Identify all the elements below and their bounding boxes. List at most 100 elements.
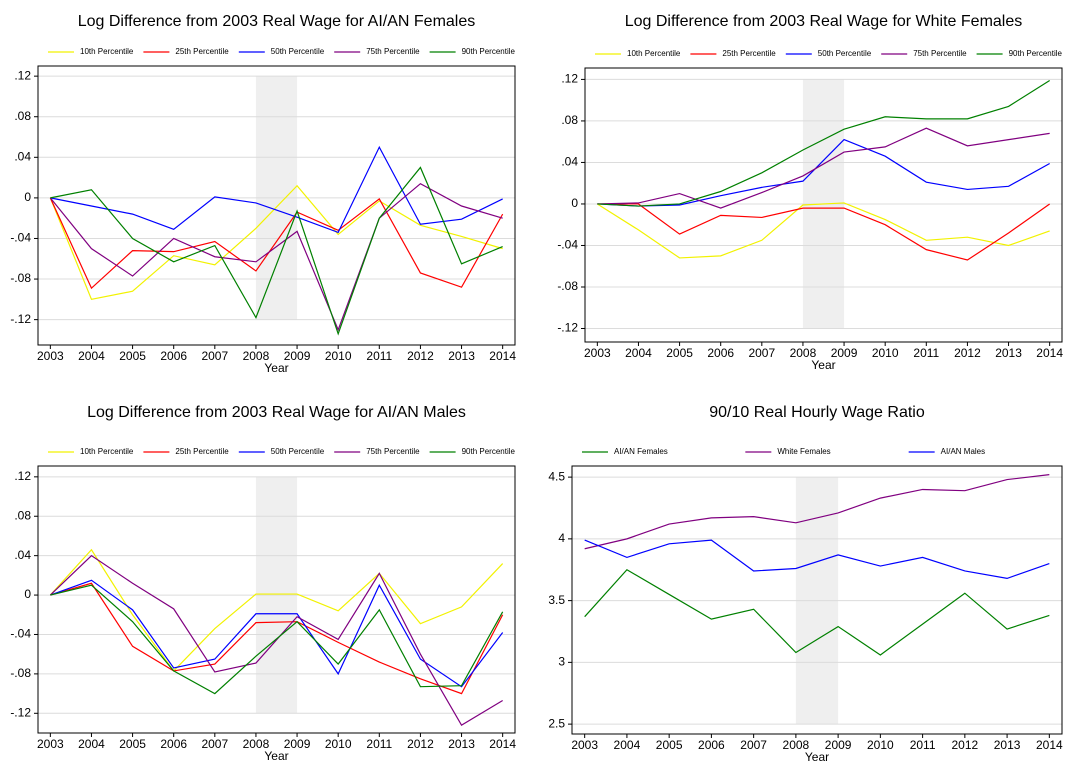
y-tick-label: 4 — [558, 531, 565, 545]
x-tick-label: 2012 — [407, 349, 434, 363]
x-tick-label: 2007 — [748, 346, 775, 360]
x-tick-label: 2009 — [284, 349, 311, 363]
x-tick-label: 2008 — [243, 349, 270, 363]
y-tick-label: -.08 — [557, 279, 578, 293]
chart-title: Log Difference from 2003 Real Wage for A… — [87, 404, 466, 421]
legend-label: 90th Percentile — [1009, 49, 1063, 58]
series-line — [584, 474, 1050, 550]
series-line — [584, 539, 1050, 580]
x-tick-label: 2009 — [284, 737, 311, 751]
y-tick-label: .12 — [14, 68, 31, 82]
x-tick-label: 2008 — [790, 346, 817, 360]
x-tick-label: 2003 — [584, 346, 611, 360]
x-tick-label: 2003 — [37, 737, 64, 751]
legend-label: 75th Percentile — [366, 47, 420, 56]
x-tick-label: 2005 — [119, 737, 146, 751]
y-tick-label: .08 — [561, 113, 578, 127]
x-tick-label: 2006 — [707, 346, 734, 360]
y-tick-label: -.04 — [10, 627, 31, 641]
plot-frame — [584, 67, 1063, 343]
x-tick-label: 2013 — [448, 349, 475, 363]
x-tick-label: 2008 — [783, 738, 810, 752]
series-line — [49, 554, 503, 726]
legend-label: 25th Percentile — [175, 447, 229, 456]
x-tick-label: 2014 — [1036, 738, 1063, 752]
legend-label: 50th Percentile — [271, 47, 325, 56]
x-tick-label: 2010 — [872, 346, 899, 360]
x-axis-label: Year — [811, 358, 835, 372]
legend-label: 10th Percentile — [80, 47, 134, 56]
series-line — [50, 582, 504, 695]
y-tick-label: 0 — [24, 587, 31, 601]
y-tick-label: -.04 — [10, 231, 31, 245]
x-tick-label: 2007 — [201, 349, 228, 363]
x-tick-label: 2013 — [995, 346, 1022, 360]
x-tick-label: 2007 — [201, 737, 228, 751]
chart-title: Log Difference from 2003 Real Wage for A… — [78, 13, 476, 30]
legend-label: 10th Percentile — [627, 49, 681, 58]
y-tick-label: -.12 — [557, 321, 578, 335]
x-tick-label: 2005 — [666, 346, 693, 360]
legend-label: 90th Percentile — [462, 447, 516, 456]
x-tick-label: 2012 — [951, 738, 978, 752]
legend-label: AI/AN Females — [614, 447, 668, 456]
y-tick-label: .12 — [561, 72, 578, 86]
x-tick-label: 2009 — [825, 738, 852, 752]
x-tick-label: 2011 — [366, 737, 392, 751]
legend-label: 50th Percentile — [271, 447, 325, 456]
legend-label: 90th Percentile — [462, 47, 516, 56]
x-tick-label: 2013 — [448, 737, 475, 751]
y-tick-label: .12 — [14, 469, 31, 483]
plot-frame — [571, 465, 1063, 735]
x-tick-label: 2004 — [614, 738, 641, 752]
y-tick-label: 0 — [571, 196, 578, 210]
y-tick-label: .04 — [14, 548, 31, 562]
y-tick-label: -.12 — [10, 705, 31, 719]
series-line — [50, 584, 504, 695]
x-tick-label: 2010 — [867, 738, 894, 752]
y-tick-label: -.08 — [10, 666, 31, 680]
x-tick-label: 2014 — [489, 737, 516, 751]
legend-label: 10th Percentile — [80, 447, 134, 456]
x-tick-label: 2006 — [160, 349, 187, 363]
x-axis-label: Year — [805, 750, 829, 764]
plot-frame — [37, 65, 516, 346]
y-tick-label: -.12 — [10, 312, 31, 326]
x-tick-label: 2008 — [243, 737, 270, 751]
y-tick-label: 3 — [558, 655, 565, 669]
plot-frame — [37, 465, 516, 734]
series-line — [597, 203, 1051, 261]
series-line — [584, 568, 1050, 656]
x-tick-label: 2005 — [656, 738, 683, 752]
x-tick-label: 2006 — [698, 738, 725, 752]
x-axis-label: Year — [264, 749, 288, 763]
x-tick-label: 2011 — [913, 346, 939, 360]
y-tick-label: .04 — [561, 155, 578, 169]
x-tick-label: 2014 — [1036, 346, 1063, 360]
x-tick-label: 2012 — [407, 737, 434, 751]
y-tick-label: .08 — [14, 109, 31, 123]
x-tick-label: 2005 — [119, 349, 146, 363]
series-line — [50, 166, 503, 336]
y-tick-label: 2.5 — [548, 716, 565, 730]
x-tick-label: 2004 — [78, 349, 105, 363]
y-tick-label: .04 — [14, 149, 31, 163]
y-tick-label: -.08 — [10, 271, 31, 285]
series-line — [49, 548, 504, 672]
x-tick-label: 2014 — [489, 349, 516, 363]
y-tick-label: .08 — [14, 508, 31, 522]
series-line — [50, 579, 504, 688]
series-line — [49, 197, 504, 290]
x-tick-label: 2010 — [325, 737, 352, 751]
x-tick-label: 2003 — [571, 738, 598, 752]
x-tick-label: 2013 — [994, 738, 1021, 752]
legend-label: White Females — [777, 447, 830, 456]
y-tick-label: 3.5 — [548, 593, 565, 607]
series-line — [49, 184, 503, 301]
x-tick-label: 2011 — [366, 349, 392, 363]
x-tick-label: 2010 — [325, 349, 352, 363]
legend-label: 50th Percentile — [818, 49, 872, 58]
series-line — [50, 145, 503, 234]
legend-label: AI/AN Males — [941, 447, 985, 456]
